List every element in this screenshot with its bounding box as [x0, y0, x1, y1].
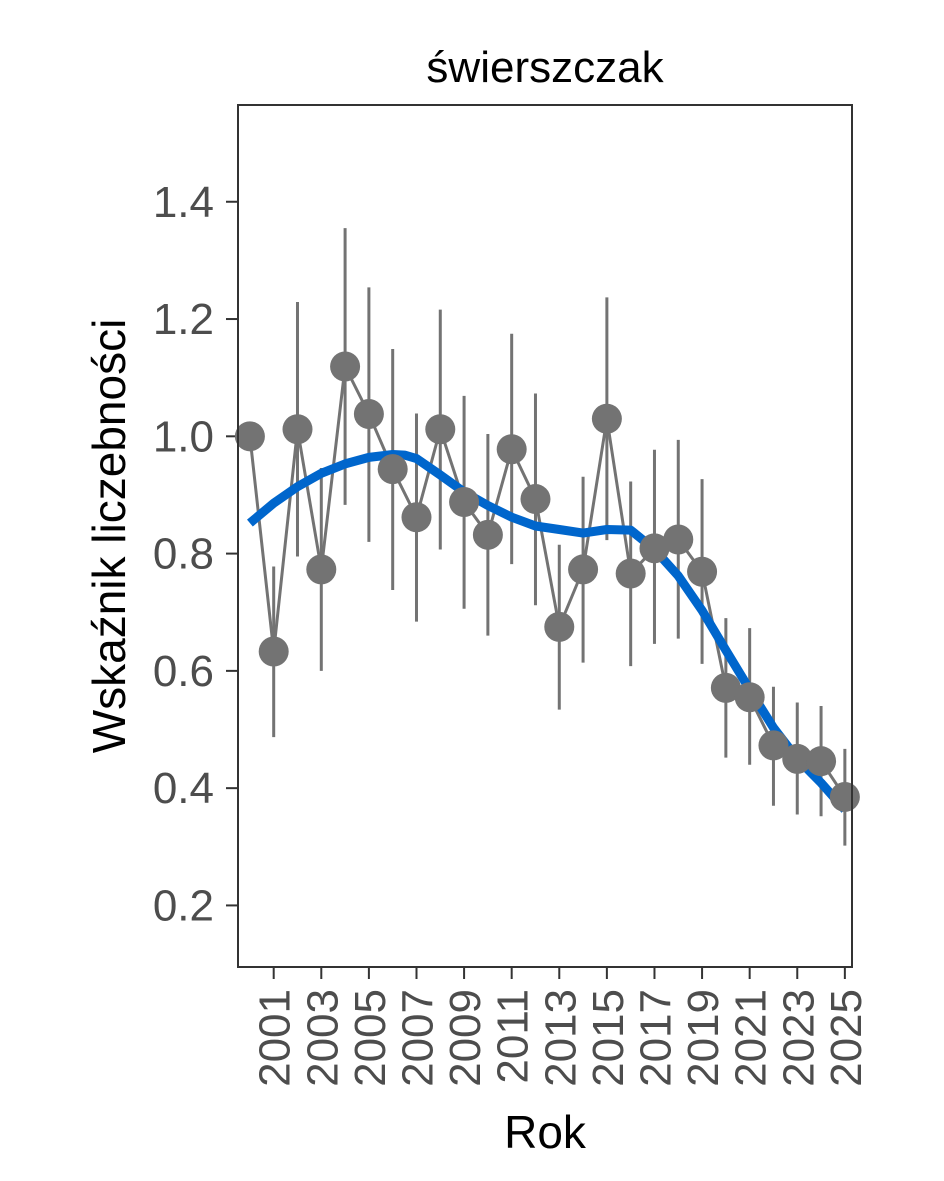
data-point [330, 351, 361, 382]
x-tick-label: 2019 [679, 989, 728, 1087]
data-point [401, 502, 432, 533]
x-tick-label: 2001 [251, 989, 300, 1087]
y-tick-label: 0.8 [153, 530, 214, 579]
data-point [615, 558, 646, 589]
x-axis: 2001200320052007200920112013201520172019… [251, 967, 871, 1087]
data-point [306, 554, 337, 585]
x-tick-label: 2025 [822, 989, 871, 1087]
data-point [591, 403, 622, 434]
plot-area [234, 228, 860, 846]
x-tick-label: 2021 [727, 989, 776, 1087]
x-tick-label: 2017 [631, 989, 680, 1087]
x-tick-label: 2015 [584, 989, 633, 1087]
data-point [829, 781, 860, 812]
y-tick-label: 1.0 [153, 412, 214, 461]
data-point [258, 636, 289, 667]
x-axis-title: Rok [504, 1106, 587, 1158]
data-point [687, 556, 718, 587]
y-tick-label: 1.2 [153, 295, 214, 344]
chart-title: świerszczak [426, 43, 664, 92]
data-point [496, 434, 527, 465]
y-tick-label: 0.2 [153, 881, 214, 930]
data-point [377, 454, 408, 485]
data-point [282, 414, 313, 445]
data-point [472, 519, 503, 550]
data-point [758, 730, 789, 761]
y-axis-title: Wskaźnik liczebności [83, 319, 135, 754]
data-point [353, 399, 384, 430]
x-tick-label: 2009 [441, 989, 490, 1087]
x-tick-label: 2013 [536, 989, 585, 1087]
data-point [806, 746, 837, 777]
data-point [520, 484, 551, 515]
y-tick-label: 0.4 [153, 764, 214, 813]
x-tick-label: 2007 [393, 989, 442, 1087]
plot-panel-border [237, 104, 853, 968]
data-point [639, 533, 670, 564]
data-point [568, 554, 599, 585]
x-tick-label: 2003 [298, 989, 347, 1087]
x-tick-label: 2011 [489, 989, 538, 1084]
data-point [663, 524, 694, 555]
data-point [449, 486, 480, 517]
data-point [734, 682, 765, 713]
data-point [782, 743, 813, 774]
data-point [234, 421, 265, 452]
data-point [710, 672, 741, 703]
trend-line [247, 450, 849, 813]
x-tick-label: 2023 [774, 989, 823, 1087]
data-point [544, 611, 575, 642]
data-point [425, 414, 456, 445]
y-tick-label: 1.4 [153, 178, 214, 227]
y-axis: 0.2 0.4 0.6 0.8 1.0 1.4 1.2 [153, 178, 238, 930]
y-tick-label: 0.6 [153, 647, 214, 696]
x-tick-label: 2005 [346, 989, 395, 1087]
